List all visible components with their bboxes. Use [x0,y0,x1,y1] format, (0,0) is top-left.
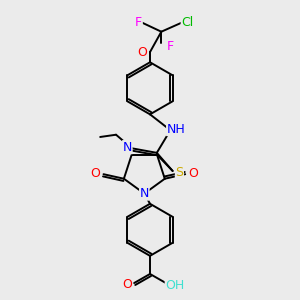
Text: OH: OH [165,279,184,292]
Text: N: N [140,187,149,200]
Text: N: N [123,141,132,154]
Text: O: O [122,278,132,291]
Text: S: S [176,166,183,178]
Text: O: O [91,167,100,180]
Text: F: F [167,40,174,53]
Text: NH: NH [167,123,185,136]
Text: Cl: Cl [181,16,194,29]
Text: F: F [135,16,142,29]
Text: O: O [137,46,147,59]
Text: O: O [188,167,198,180]
